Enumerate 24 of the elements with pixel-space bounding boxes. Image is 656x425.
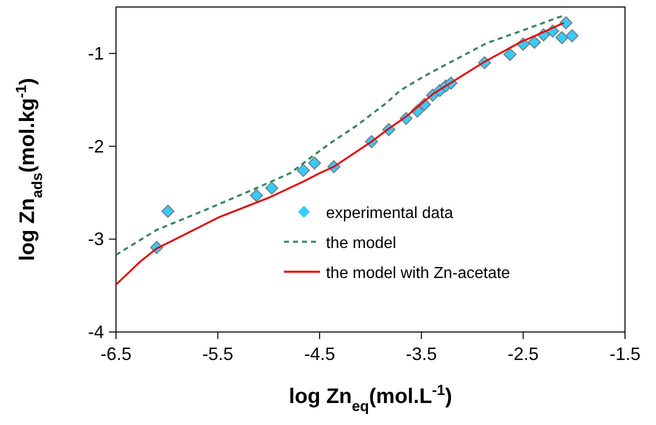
x-tick-label: -1.5	[609, 344, 641, 364]
y-tick-label: -4	[88, 322, 104, 342]
point	[161, 204, 174, 218]
legend-label: experimental data	[326, 204, 454, 222]
point	[566, 29, 579, 42]
point	[559, 16, 572, 30]
point	[265, 182, 278, 195]
point	[250, 189, 263, 202]
point	[503, 48, 516, 61]
x-tick-label: -6.5	[100, 344, 132, 364]
point	[555, 31, 568, 44]
x-axis-title: log Zn$_{eq}$(mol.L$^{-1}$)	[288, 383, 452, 415]
y-tick-label: -1	[88, 43, 104, 64]
y-tick-label: -3	[88, 229, 104, 250]
x-tick-label: -3.5	[406, 344, 437, 364]
legend-label: the model	[326, 234, 396, 252]
x-tick-label: -4.5	[304, 344, 336, 364]
point	[308, 156, 322, 170]
point	[528, 36, 541, 49]
x-tick-label: -2.5	[508, 344, 539, 364]
point	[296, 164, 310, 177]
legend-label: the model with Zn-acetate	[326, 264, 510, 282]
y-tick-label: -2	[88, 136, 104, 156]
x-tick-label: -5.5	[202, 344, 234, 364]
